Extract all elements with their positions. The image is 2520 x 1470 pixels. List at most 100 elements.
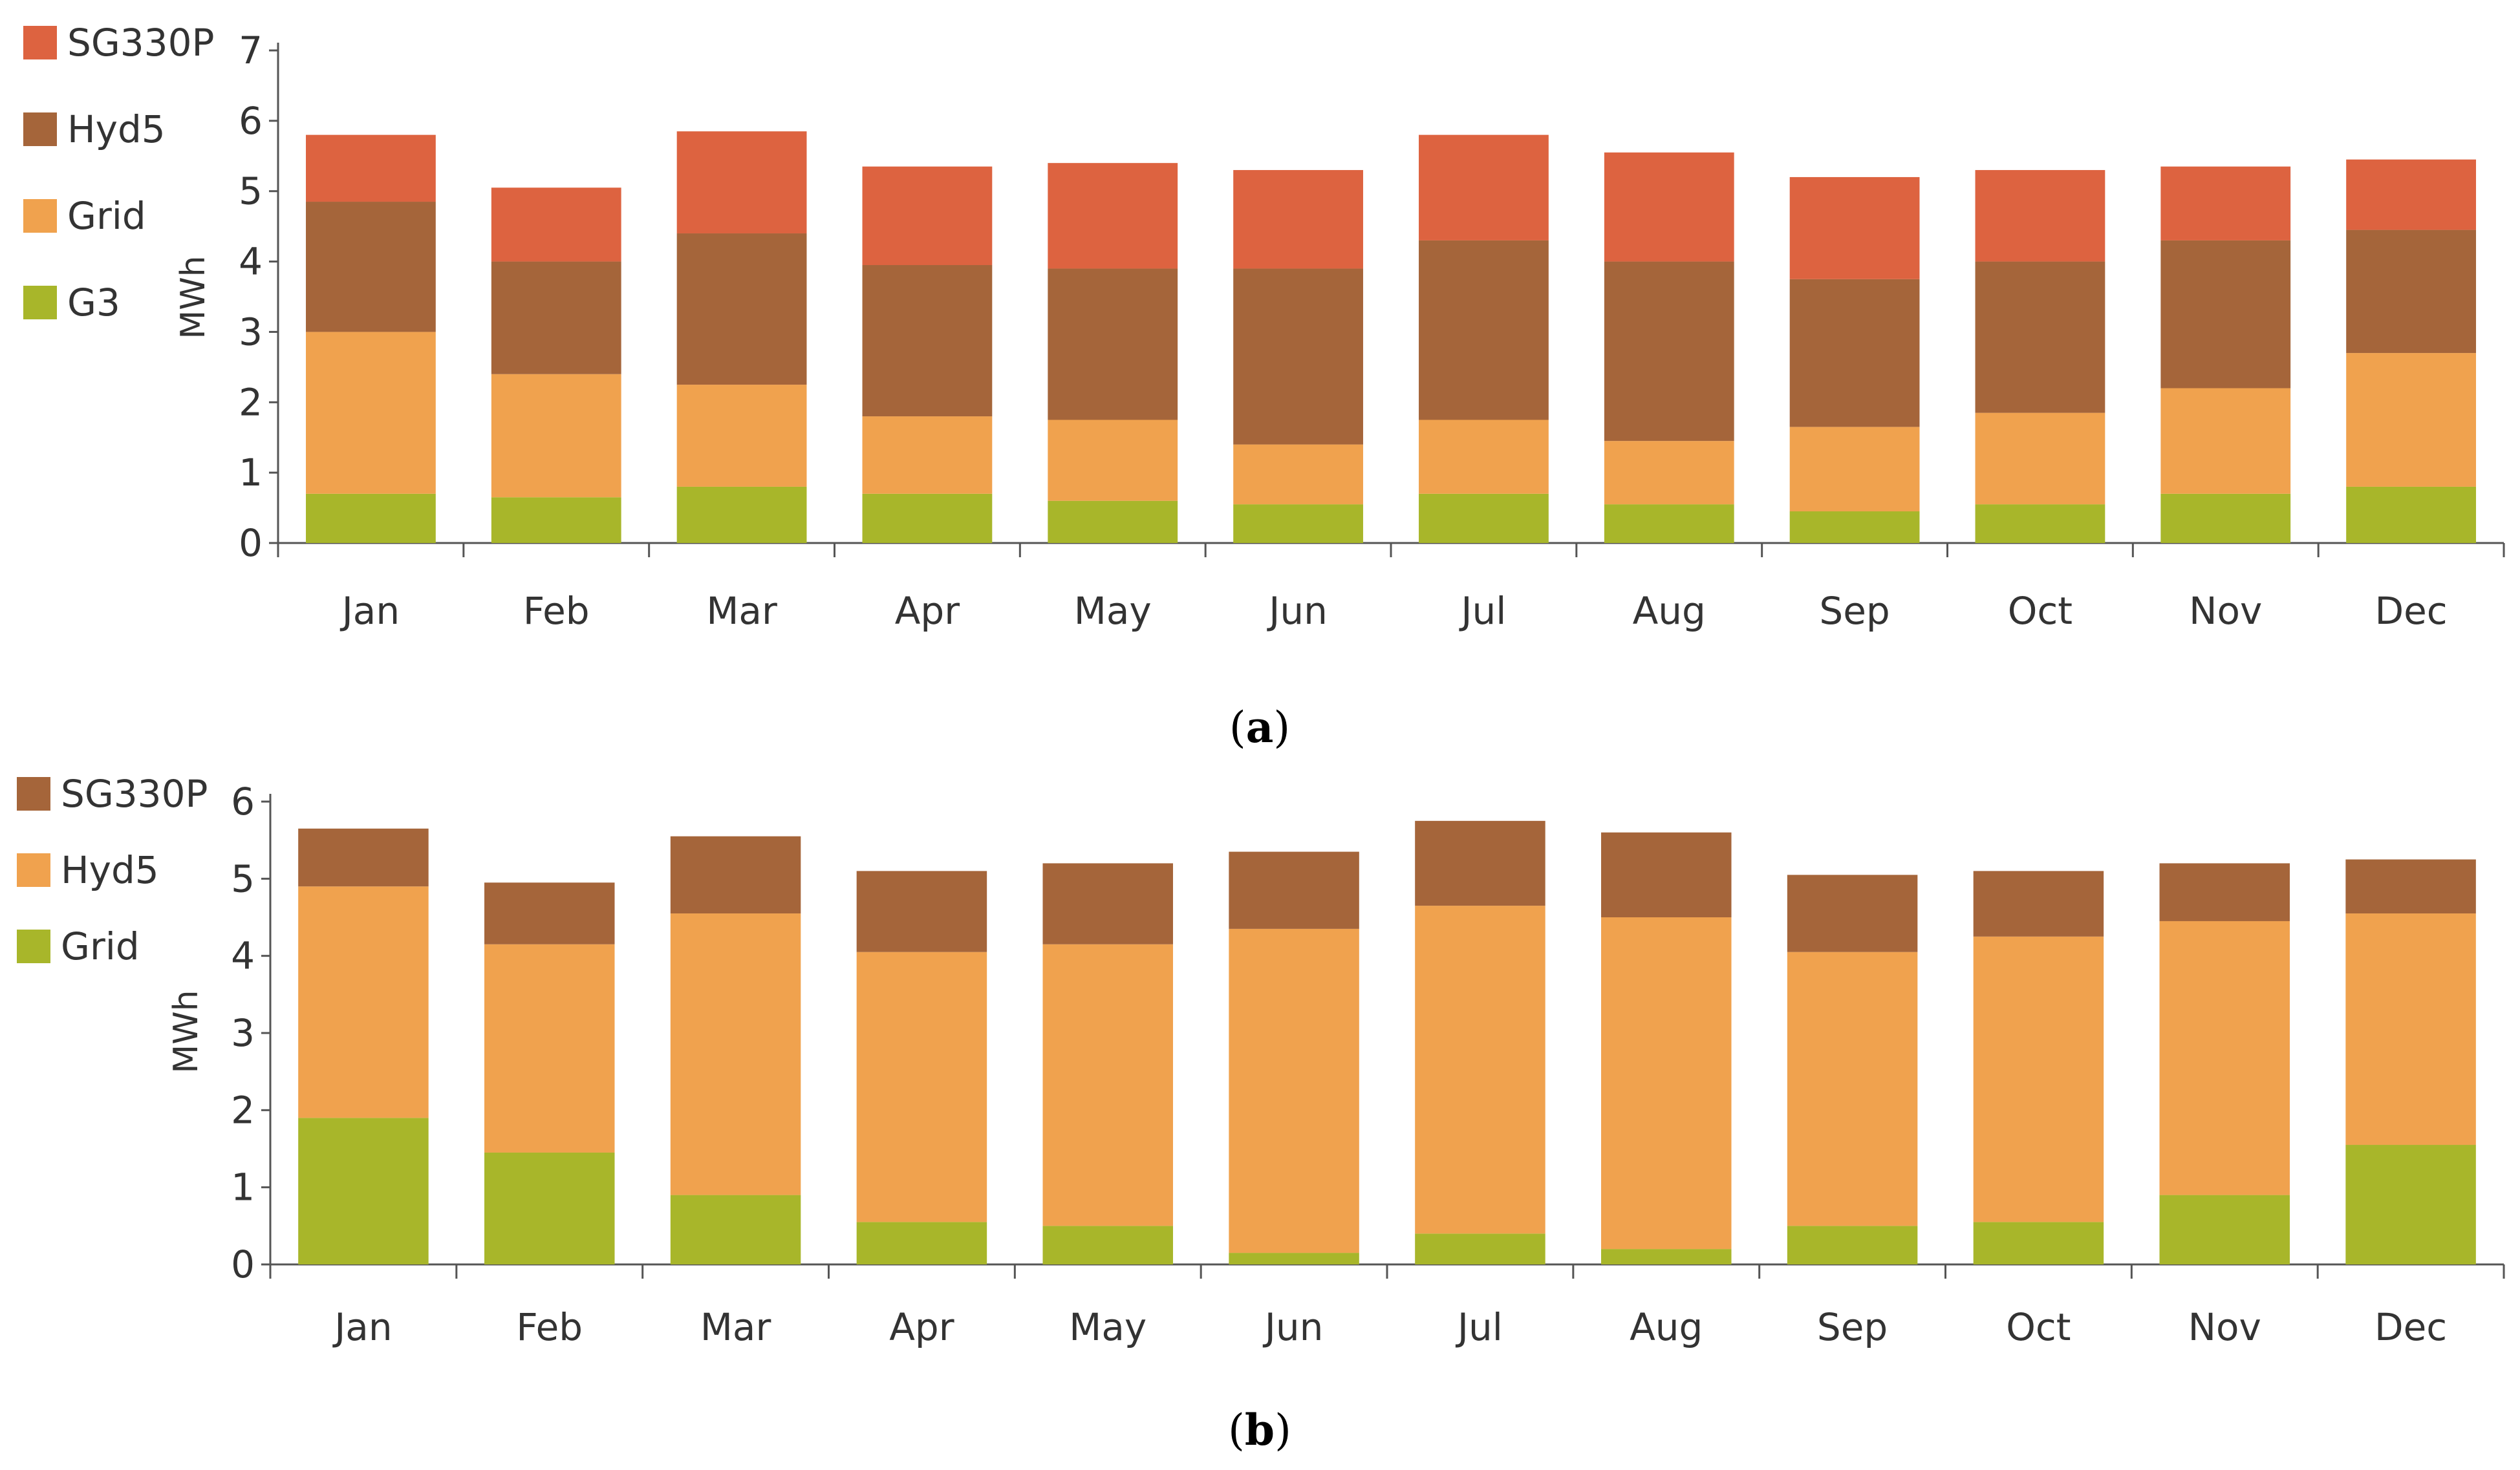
bar-b-nov-hyd5 [2159,921,2290,1195]
bar-a-sep-sg330p [1789,176,1920,279]
bar-a-dec-hyd5 [2346,229,2476,354]
bar-a-mar-grid [676,385,807,487]
bar-b-aug-hyd5 [1601,917,1732,1250]
bar-a-jan-hyd5 [306,202,436,332]
bar-b-mar-hyd5 [670,913,801,1195]
bar-a-feb-g3 [491,497,621,543]
legend-swatch-grid [17,930,50,963]
bar-a-jun-sg330p [1233,170,1363,269]
bar-a-jul-hyd5 [1419,240,1549,420]
bar-b-jan-hyd5 [298,886,429,1118]
caption-a-letter: a [1246,702,1274,752]
chart-panel-a: 0 1 2 3 4 5 6 7 MWh Jan Feb Mar Apr May Jun Jul Aug Sep Oc… [23,21,2505,633]
bar-a-aug-g3 [1604,504,1734,543]
bar-a-jan-grid [306,332,436,494]
bar-b-aug-sg330p [1601,832,1732,917]
bar-a-jun-hyd5 [1233,268,1363,445]
y-tick-label: 0 [231,1242,255,1286]
caption-b: (b) [1228,1405,1291,1455]
legend-label-g3: G3 [67,281,120,325]
bar-a-oct-grid [1975,412,2105,505]
caption-b-close: ) [1275,1405,1291,1455]
bar-b-dec-hyd5 [2345,913,2476,1145]
y-tick-label: 7 [239,28,263,72]
bar-b-jun-grid [1229,1253,1359,1264]
x-tick-label-jul: Jul [1456,1305,1503,1349]
bar-b-mar-grid [670,1195,801,1264]
caption-a-close: ) [1273,703,1290,752]
bar-a-may-grid [1048,420,1178,501]
legend-label-grid: Grid [67,194,146,238]
bar-a-mar-hyd5 [676,233,807,385]
legend-swatch-hyd5 [17,853,50,887]
legend-label-sg330p: SG330P [61,772,208,816]
bar-a-apr-grid [862,416,993,494]
x-tick-label-feb: Feb [516,1305,583,1349]
bar-b-nov-sg330p [2159,863,2290,921]
bar-b-jan-grid [298,1118,429,1264]
y-tick-label: 6 [231,780,255,824]
bar-a-jun-grid [1233,444,1363,505]
bar-a-dec-grid [2346,353,2476,487]
y-tick-label: 2 [239,380,263,424]
legend-swatch-sg330p [23,26,57,59]
legend-label-hyd5: Hyd5 [61,848,159,892]
bar-b-oct-sg330p [1973,871,2104,937]
bar-b-sep-sg330p [1787,875,1918,952]
caption-b-open: ( [1228,1405,1245,1455]
bar-b-apr-grid [856,1222,987,1264]
y-tick-label: 5 [239,169,263,213]
bar-a-may-g3 [1048,500,1178,543]
bar-a-sep-grid [1789,427,1920,512]
bar-a-sep-hyd5 [1789,279,1920,427]
x-tick-label-jul: Jul [1459,589,1506,633]
bar-a-nov-grid [2160,388,2291,494]
bar-a-aug-hyd5 [1604,261,1734,442]
bar-a-jul-sg330p [1419,134,1549,240]
x-tick-label-sep: Sep [1817,1305,1888,1349]
y-tick-label: 0 [239,521,263,565]
bar-b-jun-hyd5 [1229,928,1359,1253]
bar-a-apr-hyd5 [862,265,993,417]
y-tick-label: 4 [239,240,263,284]
x-tick-label-jun: Jun [1263,1305,1324,1349]
x-tick-label-mar: Mar [706,589,777,633]
bar-b-apr-sg330p [856,871,987,952]
x-tick-label-jan: Jan [332,1305,392,1349]
y-tick-label: 4 [231,934,255,978]
x-tick-label-apr: Apr [895,589,960,633]
bar-a-oct-g3 [1975,504,2105,543]
caption-a-open: ( [1229,703,1246,752]
x-tick-label-may: May [1069,1305,1147,1349]
bar-b-oct-hyd5 [1973,936,2104,1222]
legend-swatch-g3 [23,286,57,319]
legend-label-sg330p: SG330P [67,21,214,65]
bar-a-jun-g3 [1233,504,1363,543]
bar-a-may-hyd5 [1048,268,1178,420]
bar-a-feb-hyd5 [491,261,621,374]
y-tick-label: 5 [231,857,255,900]
bar-b-sep-hyd5 [1787,952,1918,1226]
bar-a-apr-g3 [862,493,993,543]
legend-swatch-hyd5 [23,112,57,146]
legend-swatch-sg330p [17,777,50,811]
bar-b-jul-grid [1415,1233,1545,1264]
x-tick-label-aug: Aug [1630,1305,1703,1349]
y-tick-label: 3 [231,1011,255,1055]
bar-a-feb-grid [491,374,621,498]
x-tick-label-nov: Nov [2188,1305,2261,1349]
y-tick-label: 6 [239,99,263,143]
x-tick-label-sep: Sep [1819,589,1890,633]
bar-b-oct-grid [1973,1222,2104,1264]
bar-a-mar-g3 [676,486,807,543]
bar-b-apr-hyd5 [856,952,987,1222]
bar-a-dec-g3 [2346,486,2476,543]
bar-b-jan-sg330p [298,828,429,887]
chart-panel-b: 0 1 2 3 4 5 6 MWh Jan Feb Mar Apr May Jun Jul Aug Sep Oct… [17,772,2505,1349]
bar-b-jun-sg330p [1229,851,1359,929]
bar-b-feb-sg330p [484,882,615,944]
y-tick-label: 1 [239,451,263,495]
bar-b-feb-grid [484,1152,615,1264]
legend-label-grid: Grid [61,924,140,968]
